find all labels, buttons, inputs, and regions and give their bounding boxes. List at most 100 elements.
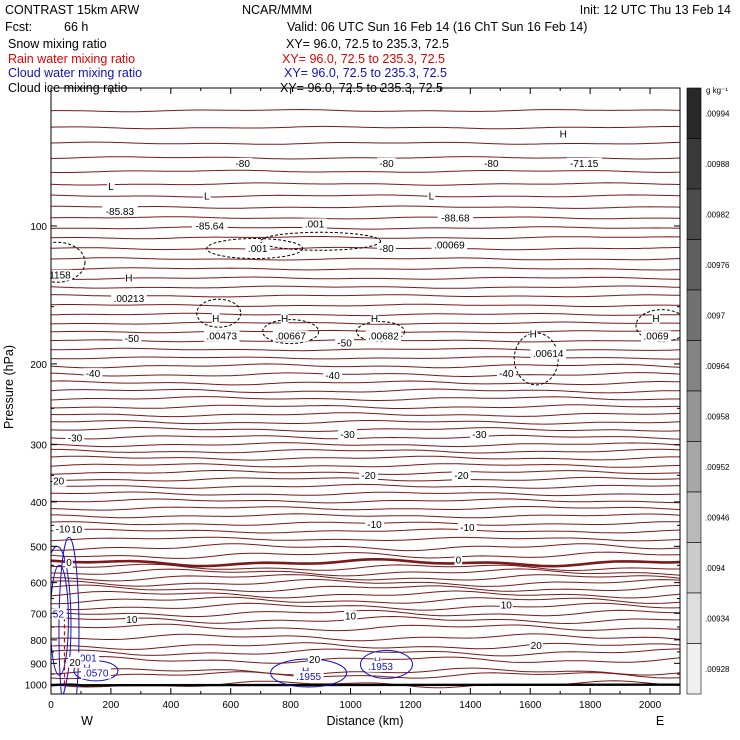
rain-water-contour-label: 20 — [69, 658, 81, 669]
ice-contour-label-bg — [202, 190, 211, 202]
colorbar-label: .00946 — [705, 513, 730, 522]
ice-contour-label: 1158 — [49, 271, 71, 282]
y-tick-label: 100 — [30, 222, 47, 233]
colorbar-label: .00928 — [705, 665, 730, 674]
temperature-contour-label-bg — [53, 523, 73, 535]
model-title: CONTRAST 15km ARW — [5, 3, 139, 17]
ice-contour-label-bg — [529, 328, 538, 340]
rain-water-contour-label-bg — [68, 656, 82, 668]
ice-contour-label-bg — [530, 348, 567, 360]
temperature-contour-line — [51, 108, 680, 113]
x-tick-label: 1600 — [519, 700, 542, 711]
temperature-contour-label-bg — [451, 469, 471, 481]
cloud-water-contour-label: .52 — [50, 609, 64, 620]
y-axis-label: Pressure (hPa) — [2, 345, 16, 429]
temperature-contour-line — [51, 579, 680, 587]
ice-contour-label-bg — [431, 239, 468, 251]
temperature-contour-label: -20 — [454, 471, 469, 482]
init-time: Init: 12 UTC Thu 13 Feb 14 — [580, 3, 731, 17]
colorbar-swatch — [686, 542, 702, 594]
temperature-contour-label: -30 — [68, 433, 83, 444]
ice-contour-label-bg — [370, 312, 379, 324]
temperature-contour-label: 0 — [456, 555, 462, 566]
ice-contour-label-bg — [211, 312, 220, 324]
ice-contour-label: -85.64 — [196, 221, 225, 232]
temperature-contour-line — [51, 671, 680, 680]
ice-contour-label: -85.83 — [106, 207, 135, 218]
temperature-contour-label-bg — [65, 432, 85, 444]
x-tick-label: 0 — [48, 700, 54, 711]
temperature-contour-label: -40 — [86, 369, 101, 380]
temperature-contour-line — [51, 216, 680, 220]
temperature-contour-line — [51, 596, 680, 605]
ice-contour-label-bg — [125, 272, 133, 284]
ice-contour-label: H — [125, 274, 132, 285]
temperature-contour-label-bg — [359, 469, 378, 481]
colorbar-label: .00958 — [705, 412, 730, 421]
valid-time: Valid: 06 UTC Sun 16 Feb 14 (16 ChT Sun … — [287, 20, 587, 34]
temperature-contour-label-bg — [365, 518, 384, 530]
colorbar-swatch — [686, 138, 702, 190]
temperature-contour-line — [51, 602, 680, 611]
colorbar-label: .00988 — [705, 160, 730, 169]
colorbar-swatch — [686, 643, 702, 695]
colorbar-label: .00976 — [705, 261, 730, 270]
temperature-contour-line — [51, 420, 680, 425]
colorbar-unit: g kg⁻¹ — [706, 86, 728, 95]
ice-contour-label: H — [281, 314, 288, 325]
ice-contour-label-bg — [641, 330, 672, 342]
cloud-water-contour-label-bg — [293, 671, 324, 683]
ice-contour-label: L — [429, 191, 435, 202]
ice-contour-001 — [206, 238, 304, 260]
ice-contour-label-bg — [107, 180, 115, 192]
temperature-contour-label: -20 — [361, 471, 376, 482]
x-axis-west-label: W — [81, 714, 93, 728]
ice-contour-east — [635, 309, 680, 343]
temperature-contour-label: -80 — [379, 159, 394, 170]
ice-contour-label: .001 — [305, 219, 325, 230]
temperature-contour-line — [51, 356, 680, 360]
temperature-contour-line — [51, 442, 680, 448]
org-title: NCAR/MMM — [242, 3, 312, 17]
temperature-contour-line — [51, 623, 680, 632]
temperature-contour-label-bg — [122, 332, 142, 344]
ice-contour-label-bg — [437, 212, 474, 224]
temperature-contour-line — [51, 276, 680, 280]
temperature-contour-label-bg — [47, 475, 67, 487]
colorbar-label: .00982 — [705, 210, 730, 219]
x-tick-label: 1800 — [579, 700, 602, 711]
y-tick-label: 600 — [30, 579, 47, 590]
x-tick-label: 1200 — [399, 700, 422, 711]
ice-contour-label-bg — [365, 330, 402, 342]
temperature-contour-label-bg — [233, 157, 253, 169]
cloud-water-contour-label-bg — [80, 667, 111, 679]
temperature-contour-line — [51, 412, 680, 418]
terrain-surface-line — [51, 683, 680, 687]
ice-contour-label-bg — [427, 190, 436, 202]
temperature-contour-line — [51, 568, 680, 577]
cloud-water-contour-label: .1953 — [368, 662, 393, 673]
ice-contour-label: .00069 — [434, 240, 465, 251]
temperature-contour-line — [51, 536, 680, 542]
temperature-contour-line — [51, 388, 680, 394]
temperature-contour-line — [51, 194, 680, 198]
ice-contour-label-bg — [102, 206, 138, 218]
temperature-contour-line — [51, 642, 680, 650]
temperature-contour-label: 20 — [531, 641, 543, 652]
cloud-water-contour-east — [359, 649, 413, 679]
temperature-contour-line — [51, 347, 680, 352]
colorbar-label: .00994 — [705, 109, 730, 118]
temperature-contour-line — [51, 574, 680, 582]
temperature-contour-label-bg — [377, 243, 396, 255]
x-tick-label: 1400 — [459, 700, 482, 711]
x-axis-east-label: E — [656, 714, 664, 728]
ice-contour-label-bg — [652, 312, 660, 324]
temperature-contour-label-bg — [499, 599, 513, 611]
colorbar-label: .00952 — [705, 463, 730, 472]
y-tick-label: 1000 — [25, 680, 48, 691]
temperature-contour-line — [51, 551, 680, 559]
temperature-contour-label-bg — [496, 368, 516, 380]
